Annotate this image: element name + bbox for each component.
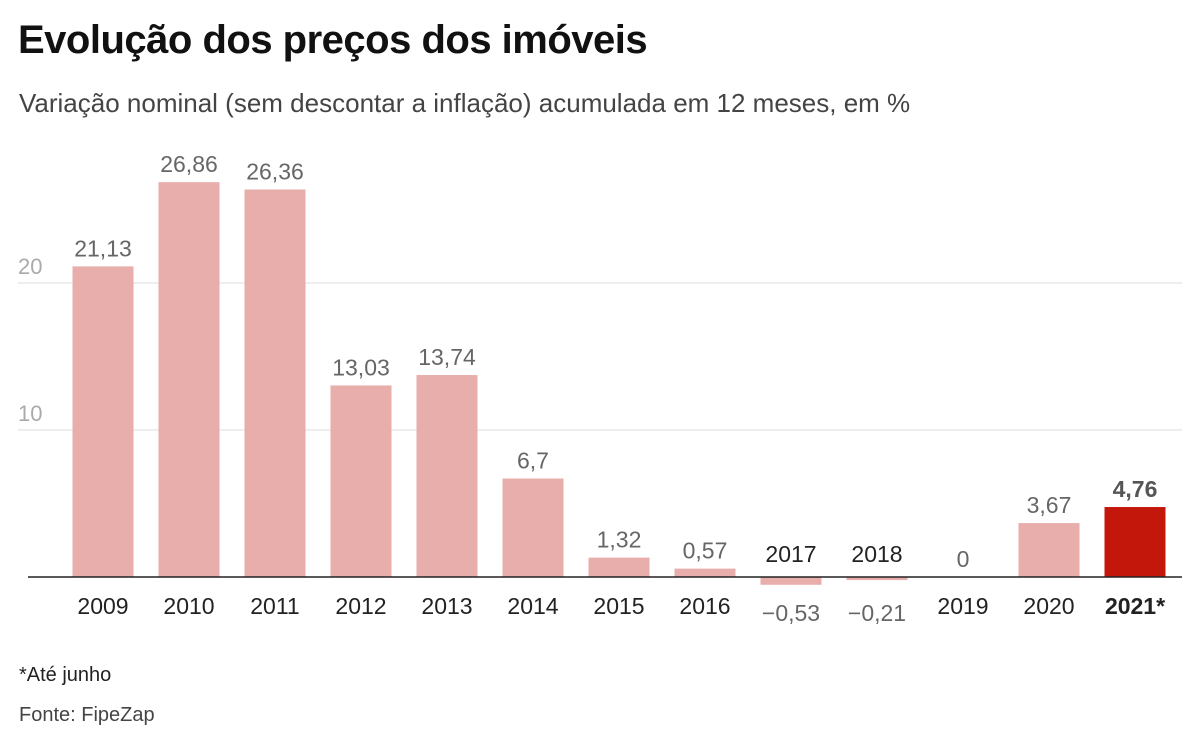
chart-title: Evolução dos preços dos imóveis bbox=[18, 18, 648, 62]
category-label: 2011 bbox=[250, 593, 299, 619]
bar-chart: 10 20 21,13 2009 26,86 2010 26,36 2011 13,03 2012… bbox=[18, 151, 1182, 626]
category-label: 2018 bbox=[851, 541, 902, 567]
bar-2014 bbox=[502, 478, 564, 577]
category-label: 2012 bbox=[335, 593, 386, 619]
y-tick-label: 10 bbox=[18, 401, 42, 426]
category-label: 2021* bbox=[1105, 593, 1165, 619]
bar-2015 bbox=[588, 557, 650, 577]
bar-2018 bbox=[846, 577, 908, 581]
value-label: 0,57 bbox=[683, 538, 728, 564]
category-label: 2010 bbox=[163, 593, 214, 619]
value-label: 4,76 bbox=[1113, 476, 1158, 502]
category-label: 2015 bbox=[593, 593, 644, 619]
category-label: 2016 bbox=[679, 593, 730, 619]
value-label: 26,36 bbox=[246, 159, 304, 185]
bar-2011 bbox=[244, 189, 306, 577]
value-label: 21,13 bbox=[74, 235, 132, 261]
y-tick-label: 20 bbox=[18, 254, 42, 279]
value-label: 6,7 bbox=[517, 448, 549, 474]
bar-2010 bbox=[158, 182, 220, 577]
value-label: −0,53 bbox=[762, 600, 820, 626]
bar-2012 bbox=[330, 385, 392, 577]
source-note: Fonte: FipeZap bbox=[19, 704, 155, 726]
category-label: 2020 bbox=[1023, 593, 1074, 619]
value-label: 1,32 bbox=[597, 527, 642, 553]
value-label: −0,21 bbox=[848, 600, 906, 626]
category-label: 2009 bbox=[77, 593, 128, 619]
category-label: 2019 bbox=[937, 593, 988, 619]
bar-2017 bbox=[760, 577, 822, 585]
chart-subtitle: Variação nominal (sem descontar a inflaç… bbox=[19, 88, 911, 118]
value-label: 0 bbox=[957, 546, 970, 572]
category-label: 2014 bbox=[507, 593, 558, 619]
value-label: 13,03 bbox=[332, 354, 390, 380]
category-label: 2013 bbox=[421, 593, 472, 619]
footnote: *Até junho bbox=[19, 664, 112, 686]
value-label: 26,86 bbox=[160, 151, 218, 177]
bar-2021 bbox=[1104, 507, 1166, 577]
value-label: 3,67 bbox=[1027, 492, 1072, 518]
bar-2009 bbox=[72, 266, 134, 577]
category-label: 2017 bbox=[765, 541, 816, 567]
bar-2016 bbox=[674, 568, 736, 577]
bar-2013 bbox=[416, 375, 478, 577]
value-label: 13,74 bbox=[418, 344, 476, 370]
bar-2020 bbox=[1018, 523, 1080, 577]
